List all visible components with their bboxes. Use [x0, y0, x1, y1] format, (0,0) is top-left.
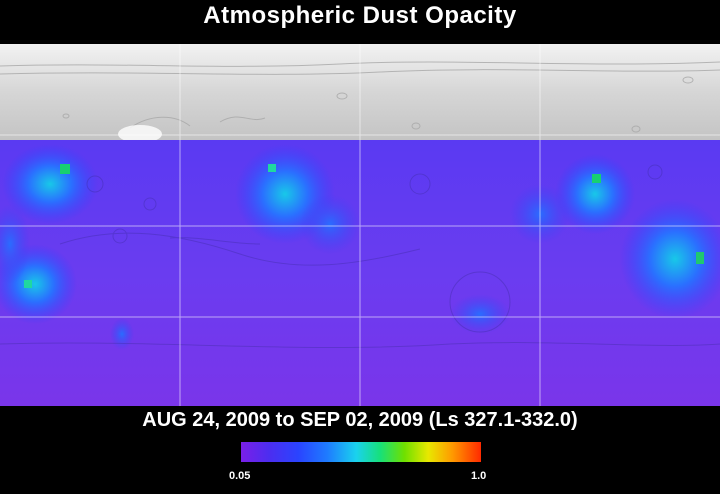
opacity-map	[0, 44, 720, 406]
opacity-colorbar	[241, 442, 481, 462]
colorbar-min-label: 0.05	[229, 470, 251, 482]
colorbar-max-label: 1.0	[471, 470, 487, 482]
date-range-label: AUG 24, 2009 to SEP 02, 2009 (Ls 327.1-3…	[142, 409, 578, 431]
map-title: Atmospheric Dust Opacity	[203, 2, 517, 29]
mars-map-graphic	[0, 44, 720, 406]
